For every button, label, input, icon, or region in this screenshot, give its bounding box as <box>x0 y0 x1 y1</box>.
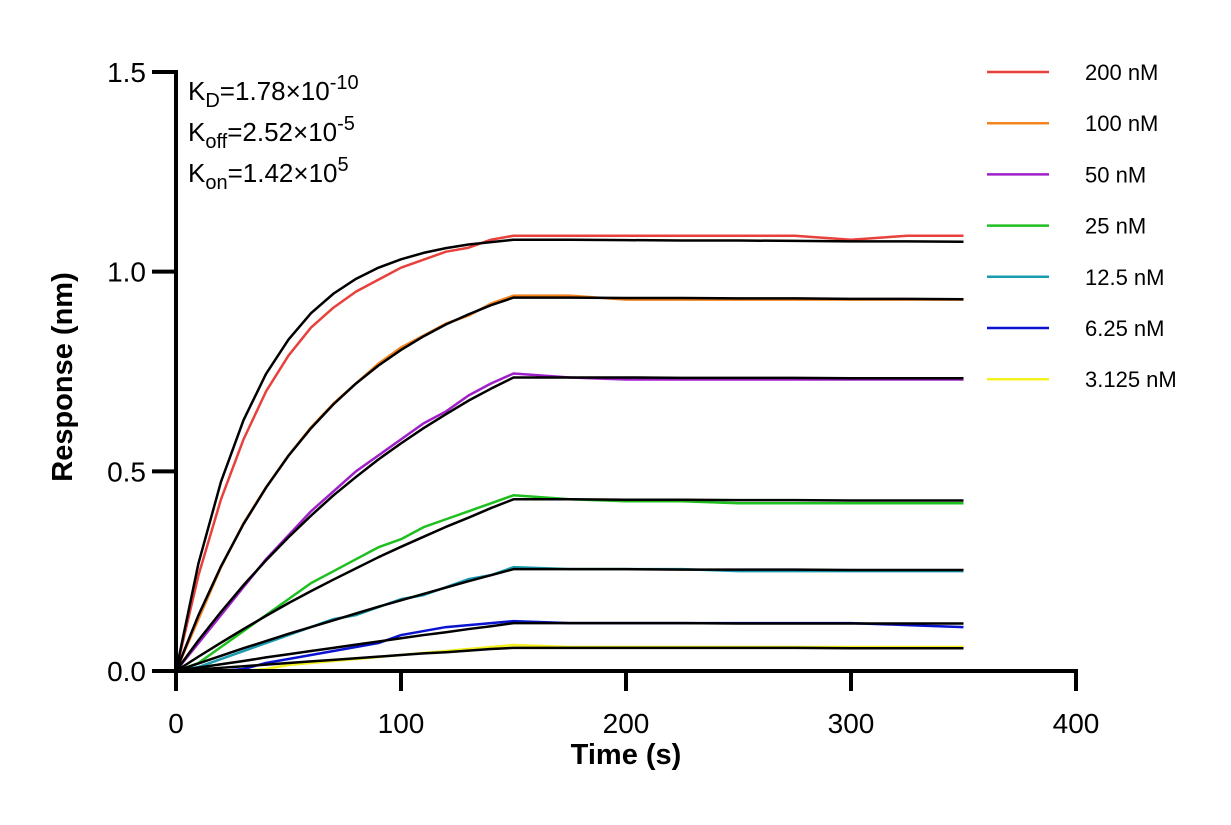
plot-area <box>174 234 964 673</box>
legend-label: 100 nM <box>1085 111 1158 136</box>
legend-label: 12.5 nM <box>1085 265 1165 290</box>
annotation-superscript: -5 <box>337 113 355 135</box>
x-tick-label: 200 <box>603 708 650 739</box>
annotation-subscript: on <box>205 172 227 194</box>
x-tick-label: 0 <box>168 708 184 739</box>
annotation-symbol: K <box>188 117 206 147</box>
y-axis-title: Response (nm) <box>47 272 79 481</box>
legend-label: 200 nM <box>1085 60 1158 85</box>
fit-line <box>175 646 964 673</box>
annotation-superscript: 5 <box>337 154 348 176</box>
data-line <box>174 294 964 672</box>
data-line <box>175 494 964 673</box>
annotation-symbol: K <box>188 158 206 188</box>
annotation-text: =2.52×10 <box>227 117 337 147</box>
data-line <box>175 372 964 672</box>
fit-line <box>175 498 964 673</box>
x-tick-label: 100 <box>378 708 425 739</box>
legend-label: 50 nM <box>1085 162 1146 187</box>
x-axis-title: Time (s) <box>571 739 682 771</box>
legend-label: 3.125 nM <box>1085 367 1177 392</box>
y-tick-label: 0.5 <box>107 456 146 487</box>
fit-line <box>174 238 964 672</box>
data-line <box>174 234 964 672</box>
fit-line <box>174 296 964 672</box>
annotation-text: =1.42×10 <box>228 158 338 188</box>
annotation-subscript: off <box>205 131 227 153</box>
x-tick-label: 400 <box>1053 708 1100 739</box>
y-tick-label: 1.0 <box>107 257 146 288</box>
annotation-subscript: D <box>205 90 219 112</box>
annotation: Kon=1.42×105 <box>188 154 349 194</box>
annotation: KD=1.78×10-10 <box>188 72 359 112</box>
data-line <box>175 565 964 673</box>
fit-line <box>175 621 964 673</box>
legend-label: 6.25 nM <box>1085 316 1165 341</box>
annotation-text: =1.78×10 <box>220 76 330 106</box>
annotation: Koff=2.52×10-5 <box>188 113 355 153</box>
x-tick-label: 300 <box>828 708 875 739</box>
annotation-symbol: K <box>188 76 206 106</box>
y-tick-label: 0.0 <box>107 656 146 687</box>
fit-line <box>174 376 964 672</box>
fit-line <box>175 567 964 673</box>
annotation-superscript: -10 <box>330 72 359 94</box>
legend-label: 25 nM <box>1085 214 1146 239</box>
y-tick-label: 1.5 <box>107 57 146 88</box>
